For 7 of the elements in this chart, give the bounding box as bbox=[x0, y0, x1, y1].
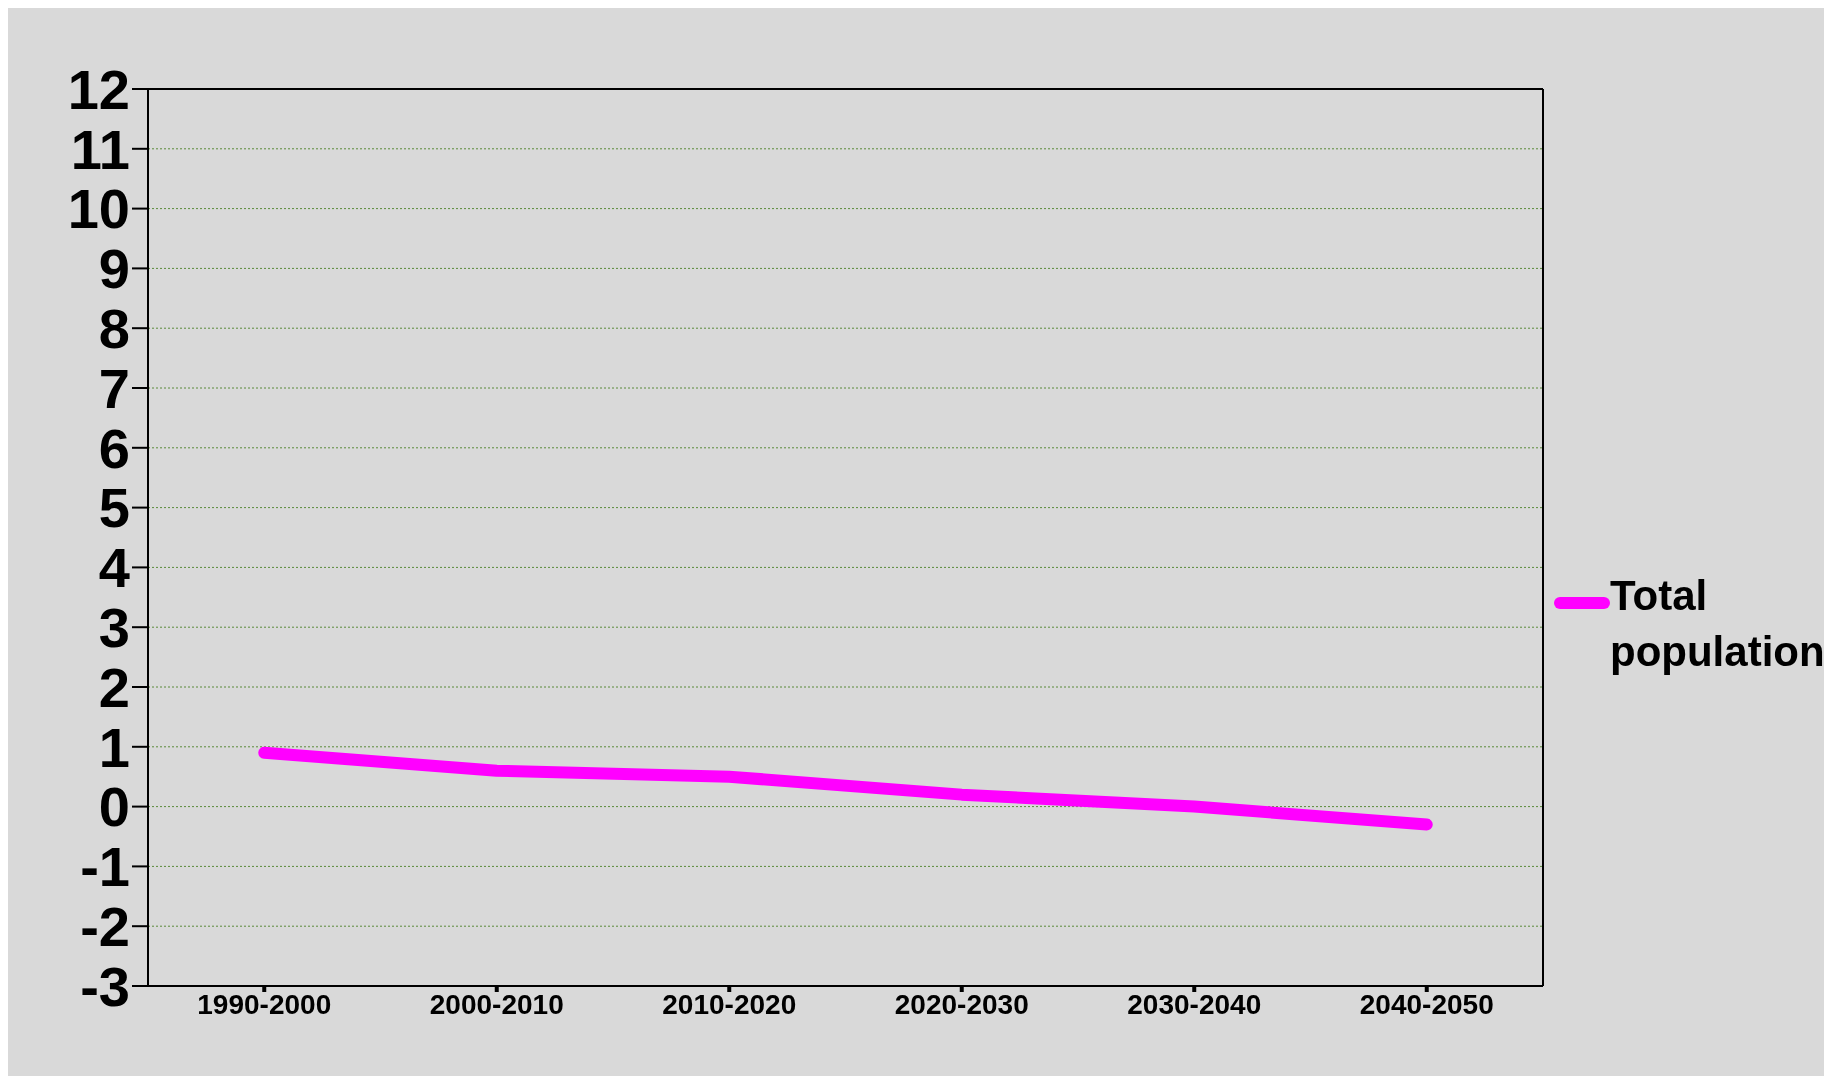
x-tick-label: 2040-2050 bbox=[1359, 988, 1494, 1020]
legend-label: Total population bbox=[1610, 571, 1825, 677]
x-tick-label: 2000-2010 bbox=[429, 988, 564, 1020]
x-tick-label: 2020-2030 bbox=[894, 988, 1029, 1020]
x-tick-label: 2030-2040 bbox=[1127, 988, 1262, 1020]
x-tick-label: 1990-2000 bbox=[197, 988, 332, 1020]
x-tick-label: 2010-2020 bbox=[662, 988, 797, 1020]
